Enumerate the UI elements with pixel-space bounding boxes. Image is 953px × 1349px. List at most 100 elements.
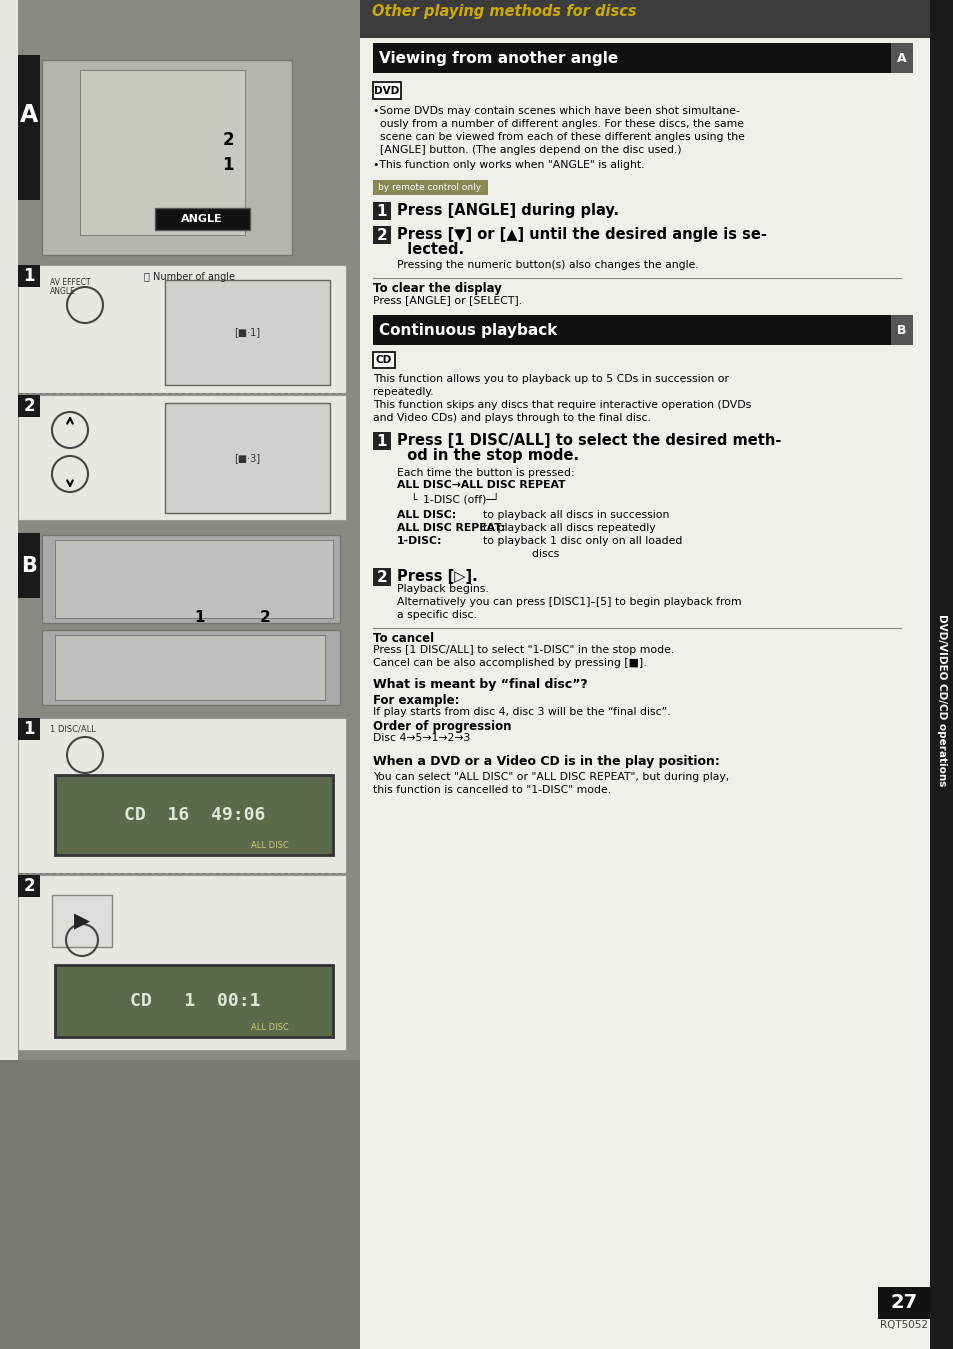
Text: ▶: ▶ [74,911,90,931]
Text: Order of progression: Order of progression [373,720,511,733]
Text: When a DVD or a Video CD is in the play position:: When a DVD or a Video CD is in the play … [373,755,720,768]
Text: and Video CDs) and plays through to the final disc.: and Video CDs) and plays through to the … [373,413,650,424]
Text: Playback begins.: Playback begins. [396,584,488,594]
Bar [890,316,912,345]
Text: lected.: lected. [396,241,464,258]
Bar [18,264,40,287]
Bar [359,0,953,38]
Bar [18,876,346,1050]
Bar [373,179,488,196]
Text: to playback all discs repeatedly: to playback all discs repeatedly [482,523,655,533]
Text: 2: 2 [259,611,270,626]
Text: by remote control only: by remote control only [378,183,481,192]
Text: CD   1  00:1: CD 1 00:1 [130,992,260,1010]
Text: 2: 2 [23,877,34,894]
Bar [373,568,391,585]
Bar [890,43,912,73]
Text: You can select "ALL DISC" or "ALL DISC REPEAT", but during play,: You can select "ALL DISC" or "ALL DISC R… [373,772,728,782]
Text: 1: 1 [376,433,387,448]
Text: To cancel: To cancel [373,631,434,645]
Bar [42,536,339,623]
Text: What is meant by “final disc”?: What is meant by “final disc”? [373,679,587,691]
Bar [18,264,346,393]
Text: AV EFFECT: AV EFFECT [50,278,91,287]
Bar [18,395,346,519]
Bar [18,395,40,417]
Text: Cancel can be also accomplished by pressing [■].: Cancel can be also accomplished by press… [373,658,646,668]
Text: DVD/VIDEO CD/CD operations: DVD/VIDEO CD/CD operations [936,614,946,786]
Text: Press [ANGLE] or [SELECT].: Press [ANGLE] or [SELECT]. [373,295,521,305]
Text: 1: 1 [222,156,233,174]
Text: For example:: For example: [373,693,459,707]
Bar [373,316,900,345]
Text: 1: 1 [194,611,205,626]
Text: Press [▷].: Press [▷]. [396,569,477,584]
Text: 1: 1 [23,267,34,285]
Text: [ANGLE] button. (The angles depend on the disc used.): [ANGLE] button. (The angles depend on th… [373,144,680,155]
Text: ALL DISC REPEAT:: ALL DISC REPEAT: [396,523,505,533]
Bar [52,894,112,947]
Bar [42,630,339,706]
Bar [0,0,359,1349]
Bar [373,82,400,98]
Bar [0,1060,359,1349]
Text: [■·1]: [■·1] [233,326,260,337]
Text: If play starts from disc 4, disc 3 will be the “final disc”.: If play starts from disc 4, disc 3 will … [373,707,670,718]
Bar [373,352,395,368]
Bar [373,43,900,73]
Bar [18,718,346,873]
Text: RQT5052: RQT5052 [879,1321,927,1330]
Text: Press [▼] or [▲] until the desired angle is se-: Press [▼] or [▲] until the desired angle… [396,227,766,241]
Text: Press [1 DISC/ALL] to select "1-DISC" in the stop mode.: Press [1 DISC/ALL] to select "1-DISC" in… [373,645,674,656]
Bar [165,403,330,513]
Text: A: A [896,51,906,65]
Text: 2: 2 [376,569,387,584]
Bar [55,965,333,1037]
Text: 1 DISC/ALL: 1 DISC/ALL [50,724,95,733]
Text: 2: 2 [23,397,34,415]
Bar [929,0,953,1349]
Bar [55,635,325,700]
Text: scene can be viewed from each of these different angles using the: scene can be viewed from each of these d… [373,132,744,142]
Text: ALL DISC: ALL DISC [251,840,289,850]
Text: └ 1-DISC (off)─┘: └ 1-DISC (off)─┘ [396,492,498,505]
Text: a specific disc.: a specific disc. [396,610,476,621]
Text: Pressing the numeric button(s) also changes the angle.: Pressing the numeric button(s) also chan… [396,260,698,270]
Bar [373,202,391,220]
Text: Disc 4→5→1→2→3: Disc 4→5→1→2→3 [373,733,470,743]
Bar [18,876,40,897]
Text: to playback all discs in succession: to playback all discs in succession [482,510,669,519]
Text: Press [1 DISC/ALL] to select the desired meth-: Press [1 DISC/ALL] to select the desired… [396,433,781,448]
Text: This function skips any discs that require interactive operation (DVDs: This function skips any discs that requi… [373,401,750,410]
Text: Other playing methods for discs: Other playing methods for discs [372,4,636,19]
Text: this function is cancelled to "1-DISC" mode.: this function is cancelled to "1-DISC" m… [373,785,611,795]
Text: [■·3]: [■·3] [233,453,260,463]
Text: to playback 1 disc only on all loaded: to playback 1 disc only on all loaded [482,536,681,546]
Text: Each time the button is pressed:: Each time the button is pressed: [396,468,574,478]
Bar [154,208,250,229]
Text: DVD: DVD [374,85,399,96]
Text: 1: 1 [376,204,387,219]
Text: ALL DISC:: ALL DISC: [396,510,456,519]
Text: ANGLE: ANGLE [181,214,223,224]
Text: Alternatively you can press [DISC1]–[5] to begin playback from: Alternatively you can press [DISC1]–[5] … [396,598,740,607]
Bar [18,55,40,200]
Text: ously from a number of different angles. For these discs, the same: ously from a number of different angles.… [373,119,743,130]
Text: 2: 2 [376,228,387,243]
Text: CD: CD [375,355,392,366]
Text: repeatedly.: repeatedly. [373,387,434,397]
Text: •Some DVDs may contain scenes which have been shot simultane-: •Some DVDs may contain scenes which have… [373,107,740,116]
Text: To clear the display: To clear the display [373,282,501,295]
Text: 27: 27 [889,1294,917,1313]
Text: B: B [897,324,905,336]
Text: Press [ANGLE] during play.: Press [ANGLE] during play. [396,202,618,219]
Text: ⓐ Number of angle: ⓐ Number of angle [144,272,235,282]
Text: This function allows you to playback up to 5 CDs in succession or: This function allows you to playback up … [373,374,728,384]
Bar [80,70,245,235]
Text: A: A [20,103,38,127]
Text: CD  16  49:06: CD 16 49:06 [124,805,265,824]
Bar [373,432,391,451]
Text: ALL DISC: ALL DISC [251,1023,289,1032]
Bar [55,774,333,855]
Text: B: B [21,556,37,576]
